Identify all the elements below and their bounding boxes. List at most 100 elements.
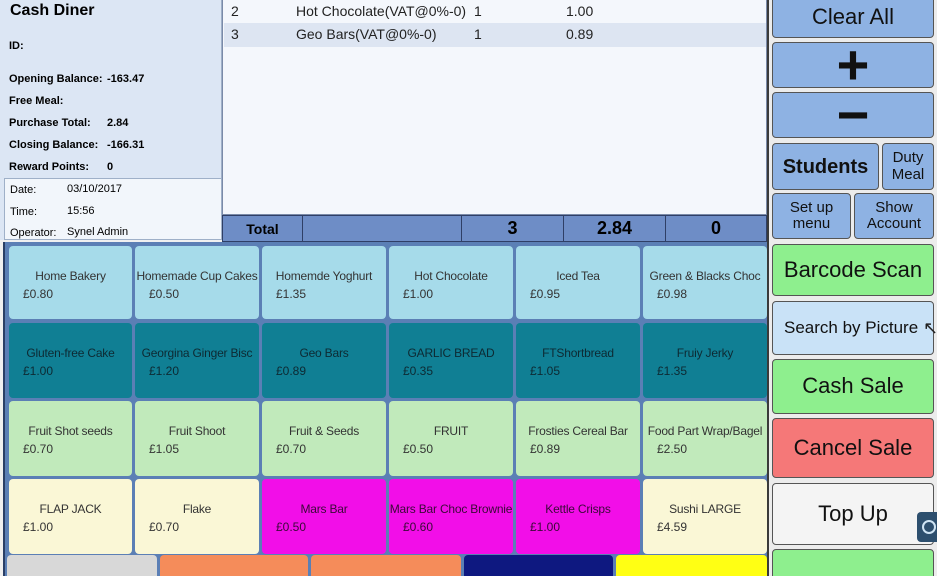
product-price: £1.00 [530, 520, 561, 534]
order-row-qty: 1 [474, 26, 482, 42]
product-button[interactable]: Fruit Shot seeds £0.70 [9, 401, 132, 476]
product-button[interactable]: Fruiy Jerky £1.35 [643, 323, 767, 398]
customer-id-label: ID: [9, 40, 24, 52]
product-name: Food Part Wrap/Bagel [647, 424, 763, 438]
product-name: FLAP JACK [39, 502, 102, 516]
product-name: Fruiy Jerky [676, 346, 734, 360]
product-button-partial[interactable] [464, 555, 613, 576]
date-value: 03/10/2017 [67, 183, 123, 195]
total-spacer [303, 216, 462, 241]
sync-icon[interactable] [917, 512, 937, 542]
product-name: Geo Bars [299, 346, 349, 360]
search-by-picture-button[interactable]: Search by Picture [772, 301, 934, 355]
action-button-partial[interactable] [772, 549, 934, 576]
total-extra: 0 [710, 218, 721, 238]
product-name: Fruit & Seeds [288, 424, 360, 438]
top-up-button[interactable]: Top Up [772, 483, 934, 545]
closing-balance-label: Closing Balance: [9, 139, 99, 151]
product-button[interactable]: Hot Chocolate £1.00 [389, 246, 513, 319]
product-button[interactable]: Flake £0.70 [135, 479, 259, 554]
product-button[interactable]: FTShortbread £1.05 [516, 323, 640, 398]
minus-icon: − [836, 83, 870, 146]
product-price: £0.70 [23, 442, 54, 456]
action-panel: Clear All + − Students Duty Meal Set up … [767, 0, 937, 576]
cancel-sale-button[interactable]: Cancel Sale [772, 418, 934, 478]
total-label: Total [223, 216, 303, 241]
product-price: £0.50 [403, 442, 434, 456]
purchase-total-value: 2.84 [107, 117, 129, 129]
order-row-number: 3 [231, 26, 239, 42]
product-price: £0.80 [23, 287, 54, 301]
reward-points-value: 0 [107, 161, 114, 173]
cash-sale-button[interactable]: Cash Sale [772, 359, 934, 414]
plus-icon: + [836, 33, 870, 96]
product-name: Georgina Ginger Bisc [141, 346, 253, 360]
product-button[interactable]: Georgina Ginger Bisc £1.20 [135, 323, 259, 398]
product-button-partial[interactable] [7, 555, 157, 576]
product-button[interactable]: Food Part Wrap/Bagel £2.50 [643, 401, 767, 476]
product-button[interactable]: FLAP JACK £1.00 [9, 479, 132, 554]
product-name: Mars Bar Choc Brownie [389, 502, 513, 516]
product-name: Iced Tea [556, 269, 600, 283]
order-row-item: Geo Bars(VAT@0%-0) [296, 26, 437, 42]
order-row-item: Hot Chocolate(VAT@0%-0) [296, 3, 467, 19]
product-name: Kettle Crisps [545, 502, 611, 516]
product-name: Hot Chocolate [414, 269, 488, 283]
date-label: Date: [10, 184, 37, 196]
product-button[interactable]: Mars Bar Choc Brownie £0.60 [389, 479, 513, 554]
product-button[interactable]: Fruit & Seeds £0.70 [262, 401, 386, 476]
product-button[interactable]: Mars Bar £0.50 [262, 479, 386, 554]
product-button[interactable]: Gluten-free Cake £1.00 [9, 323, 132, 398]
product-button[interactable]: Frosties Cereal Bar £0.89 [516, 401, 640, 476]
product-price: £4.59 [657, 520, 688, 534]
totals-bar: Total 3 2.84 0 [222, 215, 767, 242]
barcode-scan-button[interactable]: Barcode Scan [772, 244, 934, 296]
time-label: Time: [10, 206, 38, 218]
product-name: Mars Bar [300, 502, 348, 516]
product-price: £1.05 [530, 364, 561, 378]
product-price: £0.89 [276, 364, 307, 378]
product-button[interactable]: Kettle Crisps £1.00 [516, 479, 640, 554]
time-value: 15:56 [67, 205, 95, 217]
product-price: £0.35 [403, 364, 434, 378]
plus-button[interactable]: + [772, 37, 934, 93]
purchase-total-label: Purchase Total: [9, 117, 91, 129]
order-row[interactable]: 2 Hot Chocolate(VAT@0%-0) 1 1.00 [224, 0, 766, 24]
order-row[interactable]: 3 Geo Bars(VAT@0%-0) 1 0.89 [224, 23, 766, 47]
product-name: GARLIC BREAD [407, 346, 495, 360]
customer-name: Cash Diner [10, 2, 95, 19]
product-button[interactable]: Geo Bars £0.89 [262, 323, 386, 398]
setup-menu-button[interactable]: Set up menu [772, 193, 851, 239]
product-button[interactable]: FRUIT £0.50 [389, 401, 513, 476]
clear-all-button[interactable]: Clear All [772, 0, 934, 38]
product-price: £1.35 [657, 364, 688, 378]
product-price: £2.50 [657, 442, 688, 456]
total-amount: 2.84 [564, 216, 666, 241]
show-account-button[interactable]: Show Account [854, 193, 934, 239]
product-name: Fruit Shoot [168, 424, 226, 438]
product-button-partial[interactable] [311, 555, 461, 576]
students-button[interactable]: Students [772, 143, 879, 190]
product-button-partial[interactable] [160, 555, 308, 576]
product-button[interactable]: Green & Blacks Choc £0.98 [643, 246, 767, 319]
product-button[interactable]: Homemade Cup Cakes £0.50 [135, 246, 259, 319]
product-button-partial[interactable] [616, 555, 767, 576]
duty-meal-button[interactable]: Duty Meal [882, 143, 934, 190]
free-meal-label: Free Meal: [9, 95, 64, 107]
product-button[interactable]: Iced Tea £0.95 [516, 246, 640, 319]
product-button[interactable]: GARLIC BREAD £0.35 [389, 323, 513, 398]
mouse-pointer-icon: ↖ [923, 318, 937, 338]
product-name: FTShortbread [542, 346, 614, 360]
product-name: Frosties Cereal Bar [528, 424, 628, 438]
product-name: Flake [182, 502, 212, 516]
product-button[interactable]: Home Bakery £0.80 [9, 246, 132, 319]
product-button[interactable]: Homemde Yoghurt £1.35 [262, 246, 386, 319]
minus-button[interactable]: − [772, 87, 934, 143]
order-list[interactable]: 2 Hot Chocolate(VAT@0%-0) 1 1.00 3 Geo B… [222, 0, 767, 215]
product-name: Home Bakery [35, 269, 106, 283]
product-button[interactable]: Fruit Shoot £1.05 [135, 401, 259, 476]
opening-balance-value: -163.47 [107, 73, 145, 85]
product-name: Fruit Shot seeds [28, 424, 113, 438]
product-price: £1.00 [403, 287, 434, 301]
product-button[interactable]: Sushi LARGE £4.59 [643, 479, 767, 554]
